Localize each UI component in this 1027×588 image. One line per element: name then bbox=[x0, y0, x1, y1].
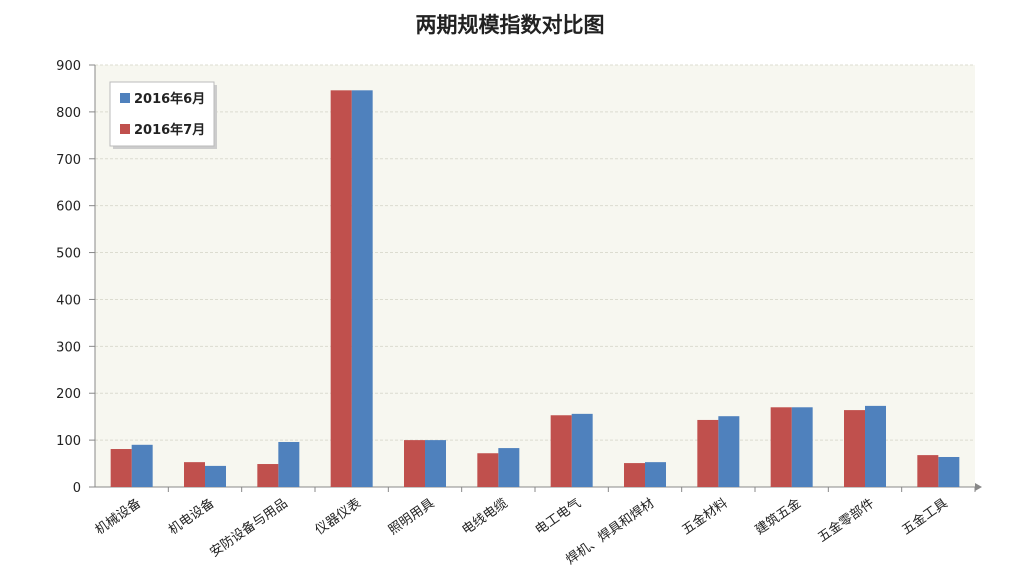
bar bbox=[718, 416, 740, 487]
x-tick-label: 五金工具 bbox=[899, 495, 951, 538]
bar bbox=[425, 440, 446, 487]
bar bbox=[278, 441, 300, 487]
y-tick-label: 500 bbox=[56, 247, 81, 262]
bar bbox=[205, 465, 226, 487]
chart-title: 两期规模指数对比图 bbox=[416, 12, 605, 37]
bar bbox=[110, 449, 132, 487]
bar bbox=[865, 405, 886, 487]
y-tick-label: 600 bbox=[56, 200, 81, 215]
y-tick-label: 800 bbox=[56, 106, 81, 121]
bar bbox=[498, 448, 520, 487]
y-tick-label: 100 bbox=[56, 434, 81, 449]
y-tick-label: 700 bbox=[56, 153, 81, 168]
bar bbox=[917, 455, 939, 487]
x-tick-label: 仪器仪表 bbox=[313, 496, 364, 538]
x-tick-label: 机械设备 bbox=[92, 495, 144, 538]
x-tick-label: 建筑五金 bbox=[752, 495, 804, 538]
bar bbox=[645, 462, 666, 487]
legend-swatch bbox=[120, 124, 130, 134]
plot-area bbox=[95, 65, 975, 487]
legend-swatch bbox=[120, 93, 130, 103]
bar bbox=[844, 410, 865, 487]
x-tick-label: 电线电缆 bbox=[459, 495, 511, 538]
bar bbox=[404, 440, 425, 487]
bar bbox=[351, 90, 373, 487]
bar bbox=[571, 413, 593, 487]
legend-label: 2016年6月 bbox=[134, 91, 205, 107]
y-tick-label: 300 bbox=[56, 340, 81, 355]
x-axis-arrow bbox=[975, 483, 982, 491]
y-tick-label: 0 bbox=[73, 481, 81, 496]
y-tick-label: 900 bbox=[56, 59, 81, 74]
x-tick-label: 机电设备 bbox=[166, 495, 218, 538]
bar bbox=[477, 453, 499, 487]
bar bbox=[938, 456, 960, 487]
legend-label: 2016年7月 bbox=[134, 122, 205, 138]
bar bbox=[697, 419, 719, 487]
x-tick-label: 安防设备与用品 bbox=[207, 495, 291, 560]
x-tick-label: 电工电气 bbox=[532, 495, 584, 538]
bar bbox=[791, 407, 813, 487]
bar bbox=[257, 464, 279, 487]
bar bbox=[624, 463, 645, 487]
x-tick-label: 五金零部件 bbox=[815, 495, 877, 545]
x-tick-label: 五金材料 bbox=[679, 495, 731, 538]
legend-box bbox=[109, 81, 215, 147]
bar bbox=[770, 407, 792, 487]
bar bbox=[330, 90, 352, 487]
bar bbox=[550, 415, 572, 487]
y-tick-label: 200 bbox=[56, 387, 81, 402]
x-tick-label: 照明用具 bbox=[386, 496, 437, 538]
bar bbox=[184, 462, 205, 487]
bar bbox=[131, 444, 153, 487]
y-tick-label: 400 bbox=[56, 293, 81, 308]
